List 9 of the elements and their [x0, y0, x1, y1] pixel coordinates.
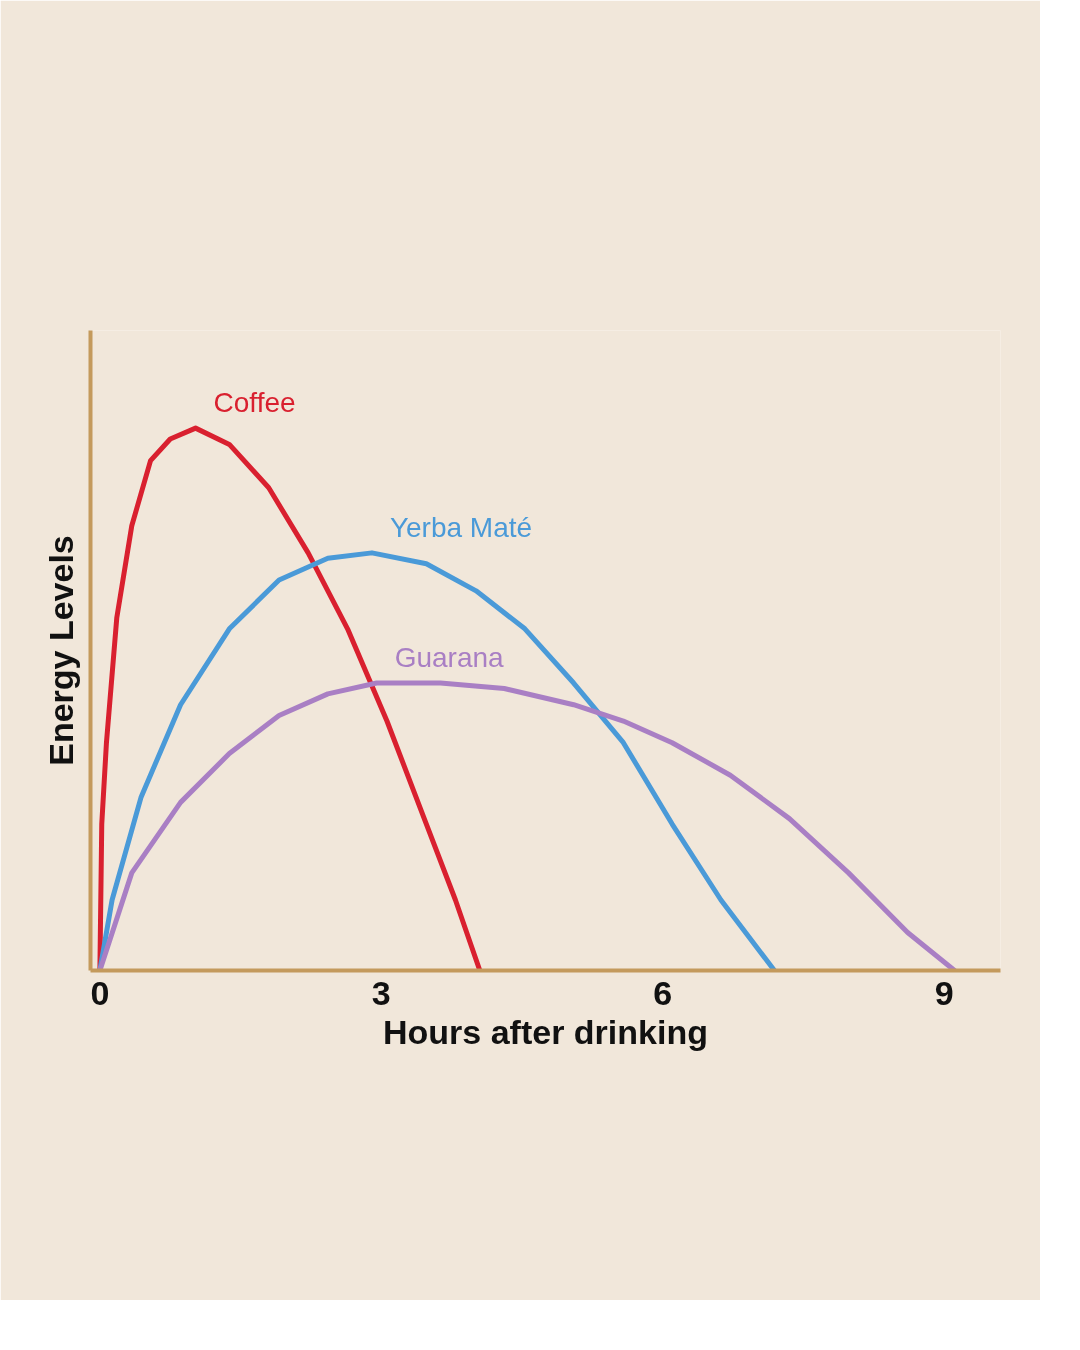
x-tick-label: 9	[934, 973, 954, 1012]
x-tick-label: 0	[90, 973, 110, 1012]
series-label: Yerba Maté	[389, 511, 533, 543]
series-label: Coffee	[213, 387, 296, 419]
x-tick-label: 3	[371, 973, 391, 1012]
x-axis-title: Hours after drinking	[383, 1012, 708, 1051]
x-tick-label: 6	[653, 973, 673, 1012]
series-label: Guarana	[394, 642, 505, 674]
y-axis-title: Energy Levels	[41, 535, 80, 766]
